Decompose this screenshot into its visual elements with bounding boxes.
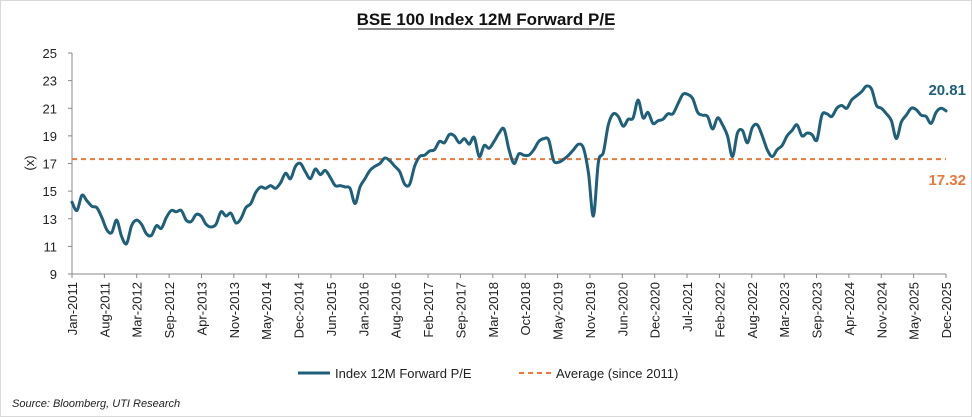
x-tick-label: Sep-2017 <box>453 282 468 338</box>
source-note: Source: Bloomberg, UTI Research <box>12 398 180 410</box>
x-tick-label: Aug-2022 <box>745 282 760 338</box>
x-tick-label: Dec-2025 <box>939 282 954 338</box>
y-tick-label: 9 <box>50 267 57 282</box>
legend-average-label: Average (since 2011) <box>556 366 678 381</box>
x-tick-label: May-2019 <box>551 282 566 340</box>
x-tick-label: Mar-2012 <box>130 282 145 338</box>
x-tick-label: Dec-2020 <box>648 282 663 338</box>
axes <box>68 52 947 278</box>
x-tick-label: Dec-2014 <box>292 282 307 338</box>
legend-pe-label: Index 12M Forward P/E <box>335 366 472 381</box>
x-tick-label: Oct-2018 <box>518 282 533 335</box>
x-tick-label: Apr-2024 <box>842 282 857 335</box>
x-tick-label: Jun-2015 <box>324 282 339 336</box>
x-tick-label: Feb-2017 <box>421 282 436 338</box>
y-tick-labels: 9 11 13 15 17 19 21 23 25 <box>43 46 57 282</box>
x-tick-label: May-2014 <box>259 282 274 340</box>
x-tick-label: Mar-2018 <box>486 282 501 338</box>
latest-pe-annotation: 20.81 <box>928 82 966 99</box>
y-tick-label: 25 <box>43 46 57 61</box>
y-tick-label: 13 <box>43 212 57 227</box>
x-tick-label: Sep-2023 <box>810 282 825 338</box>
x-tick-label: Mar-2023 <box>777 282 792 338</box>
x-tick-label: Aug-2016 <box>389 282 404 338</box>
average-annotation: 17.32 <box>928 172 966 189</box>
x-tick-label: Apr-2013 <box>194 282 209 335</box>
x-tick-label: Nov-2019 <box>583 282 598 338</box>
y-tick-label: 11 <box>44 239 58 254</box>
chart-title: BSE 100 Index 12M Forward P/E <box>357 10 616 29</box>
x-tick-label: Nov-2013 <box>227 282 242 338</box>
x-tick-label: Aug-2011 <box>97 282 112 337</box>
x-tick-label: Jul-2021 <box>680 282 695 332</box>
pe-series-line <box>70 84 948 246</box>
x-tick-label: Jun-2020 <box>615 282 630 336</box>
x-tick-label: Feb-2022 <box>712 282 727 338</box>
x-tick-label: Jan-2016 <box>356 282 371 336</box>
y-tick-label: 19 <box>43 129 57 144</box>
y-axis-label: (x) <box>22 155 37 170</box>
y-tick-label: 15 <box>43 184 57 199</box>
x-tick-label: Jan-2011 <box>65 282 80 335</box>
y-tick-label: 21 <box>43 101 57 116</box>
legend: Index 12M Forward P/E Average (since 201… <box>298 366 678 381</box>
x-tick-label: Nov-2024 <box>874 282 889 338</box>
x-tick-label: Sep-2012 <box>162 282 177 338</box>
x-tick-labels: Jan-2011 Aug-2011 Mar-2012 Sep-2012 Apr-2013… <box>65 282 954 340</box>
y-tick-label: 17 <box>43 157 57 172</box>
x-tick-label: May-2025 <box>907 282 922 340</box>
y-tick-label: 23 <box>43 74 57 89</box>
